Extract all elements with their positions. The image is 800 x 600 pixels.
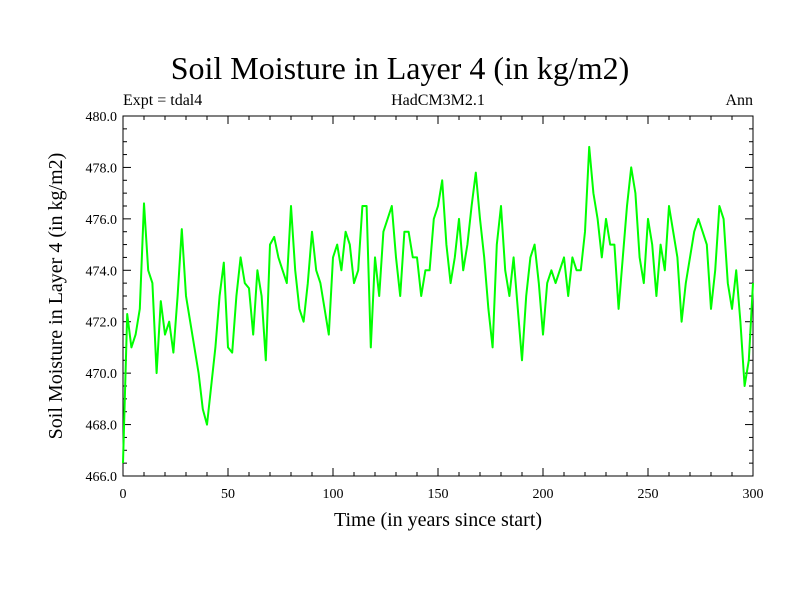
y-axis-title: Soil Moisture in Layer 4 (in kg/m2): [45, 153, 67, 440]
y-tick-label: 466.0: [86, 470, 118, 485]
y-tick-label: 468.0: [86, 419, 118, 434]
plot-frame: [122, 115, 754, 477]
x-tick-label: 200: [533, 487, 554, 502]
x-axis-title: Time (in years since start): [334, 509, 542, 531]
y-tick-label: 476.0: [86, 213, 118, 228]
series-line-soil-moisture: [122, 145, 754, 464]
y-tick-label: 478.0: [86, 161, 118, 176]
x-tick-label: 0: [120, 487, 127, 502]
axis-ticks: [122, 115, 754, 477]
y-tick-label: 480.0: [86, 110, 118, 125]
x-tick-label: 100: [323, 487, 344, 502]
period-label: Ann: [725, 92, 753, 109]
experiment-label: Expt = tdal4: [123, 92, 203, 109]
x-tick-label: 300: [743, 487, 764, 502]
y-tick-label: 474.0: [86, 264, 118, 279]
x-tick-label: 250: [638, 487, 659, 502]
model-label: HadCM3M2.1: [391, 92, 485, 109]
chart-title: Soil Moisture in Layer 4 (in kg/m2): [170, 50, 630, 86]
x-tick-label: 50: [221, 487, 235, 502]
axis-tick-labels: 0 50 100 150 200 250 300 466.0 468.0 470.0 472.0 47…: [86, 110, 764, 502]
x-tick-label: 150: [428, 487, 449, 502]
y-tick-label: 472.0: [86, 316, 118, 331]
y-tick-label: 470.0: [86, 367, 118, 382]
